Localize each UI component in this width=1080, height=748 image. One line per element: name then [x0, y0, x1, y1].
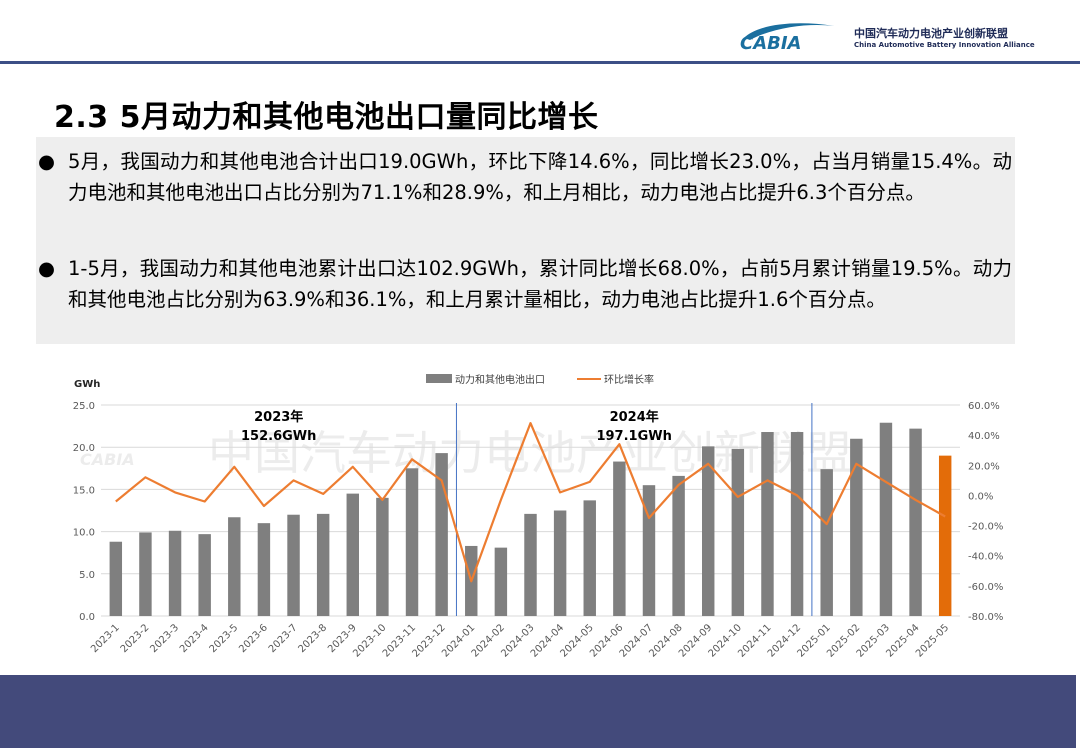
cabia-logo: CABIA 中国汽车动力电池产业创新联盟 China Automotive Ba… [738, 18, 1038, 54]
x-tick-label: 2023-6 [237, 622, 270, 655]
legend-swatch-bar [426, 374, 452, 383]
right-tick-label: 20.0% [968, 461, 1000, 472]
bar [820, 469, 833, 616]
bar [257, 523, 271, 616]
bar [524, 513, 537, 616]
bar [613, 461, 626, 616]
bar [761, 432, 774, 616]
bar [168, 530, 182, 616]
bar [909, 428, 922, 616]
x-tick-label: 2023-4 [178, 622, 211, 655]
bar [376, 497, 389, 616]
bullet-icon: ● [38, 150, 56, 173]
bar [198, 534, 211, 616]
growth-rate-line [115, 421, 946, 583]
right-tick-label: 0.0% [968, 491, 993, 502]
export-chart: 中国汽车动力电池产业创新联盟 CABIA 0.0 5.0 10.0 15.0 20.0 25.… [40, 352, 1040, 672]
bar [731, 448, 745, 616]
bullet-item: ● 1-5月，我国动力和其他电池累计出口达102.9GWh，累计同比增长68.0… [36, 254, 1015, 346]
bullet-text: 5月，我国动力和其他电池合计出口19.0GWh，环比下降14.6%，同比增长23… [68, 150, 1012, 204]
right-tick-label: -80.0% [968, 612, 1003, 623]
right-tick-label: 60.0% [968, 401, 1000, 412]
bar [553, 510, 567, 616]
car-logo-icon: CABIA [740, 23, 834, 54]
x-tick-label: 2025-05 [914, 622, 951, 659]
bar [139, 532, 152, 616]
bar [642, 485, 656, 616]
bar [346, 493, 359, 616]
left-tick-label: 15.0 [73, 485, 95, 496]
legend-label: 环比增长率 [604, 373, 654, 386]
org-name-en: China Automotive Battery Innovation Alli… [854, 41, 1035, 49]
x-tick-label: 2023-3 [148, 622, 181, 655]
bar [494, 547, 508, 616]
page-title: 2.3 5月动力和其他电池出口量同比增长 [54, 100, 599, 135]
bar [287, 514, 300, 616]
right-tick-label: -60.0% [968, 582, 1003, 593]
left-tick-label: 10.0 [73, 528, 95, 539]
annotation-label: 2023年 [254, 409, 303, 425]
annotation-value: 197.1GWh [596, 429, 671, 444]
right-tick-label: -20.0% [968, 522, 1003, 533]
watermark-text: 中国汽车动力电池产业创新联盟 [208, 426, 852, 480]
right-tick-label: -40.0% [968, 552, 1003, 563]
logo-text: CABIA [740, 33, 802, 54]
bar [850, 438, 863, 616]
watermark-logo: CABIA [80, 450, 135, 469]
left-tick-label: 5.0 [79, 570, 95, 581]
right-tick-label: 40.0% [968, 431, 1000, 442]
x-tick-label: 2023-1 [89, 622, 122, 655]
x-tick-label: 2023-8 [296, 622, 329, 655]
bar [879, 422, 893, 616]
footer-bar [0, 675, 1080, 748]
header-bar: CABIA 中国汽车动力电池产业创新联盟 China Automotive Ba… [0, 0, 1080, 62]
bar [109, 541, 123, 616]
footer-edge [1076, 675, 1080, 748]
x-tick-label: 2023-5 [208, 622, 241, 655]
annotation-value: 152.6GWh [241, 429, 316, 444]
annotation-label: 2024年 [610, 409, 659, 425]
legend-label: 动力和其他电池出口 [455, 373, 545, 386]
bullet-text: 1-5月，我国动力和其他电池累计出口达102.9GWh，累计同比增长68.0%，… [68, 257, 1012, 311]
left-tick-label: 25.0 [73, 401, 95, 412]
header-divider [0, 61, 1080, 64]
left-tick-label: 20.0 [73, 443, 95, 454]
bar [938, 455, 952, 616]
bar [583, 500, 596, 616]
bar [405, 468, 419, 616]
left-tick-label: 0.0 [79, 612, 95, 623]
chart-svg: 中国汽车动力电池产业创新联盟 CABIA 0.0 5.0 10.0 15.0 20.0 25.… [73, 373, 1004, 660]
x-tick-label: 2023-7 [267, 622, 300, 655]
org-name-cn: 中国汽车动力电池产业创新联盟 [854, 27, 1008, 40]
bullet-item: ● 5月，我国动力和其他电池合计出口19.0GWh，环比下降14.6%，同比增长… [36, 147, 1015, 239]
x-tick-label: 2023-2 [119, 622, 152, 655]
bar [672, 475, 685, 616]
bullet-icon: ● [38, 257, 56, 280]
bar [790, 432, 804, 616]
summary-box: ● 5月，我国动力和其他电池合计出口19.0GWh，环比下降14.6%，同比增长… [36, 137, 1015, 344]
y-axis-unit: GWh [74, 379, 100, 390]
bar [316, 513, 330, 616]
bar [228, 517, 241, 616]
bar [702, 446, 715, 616]
